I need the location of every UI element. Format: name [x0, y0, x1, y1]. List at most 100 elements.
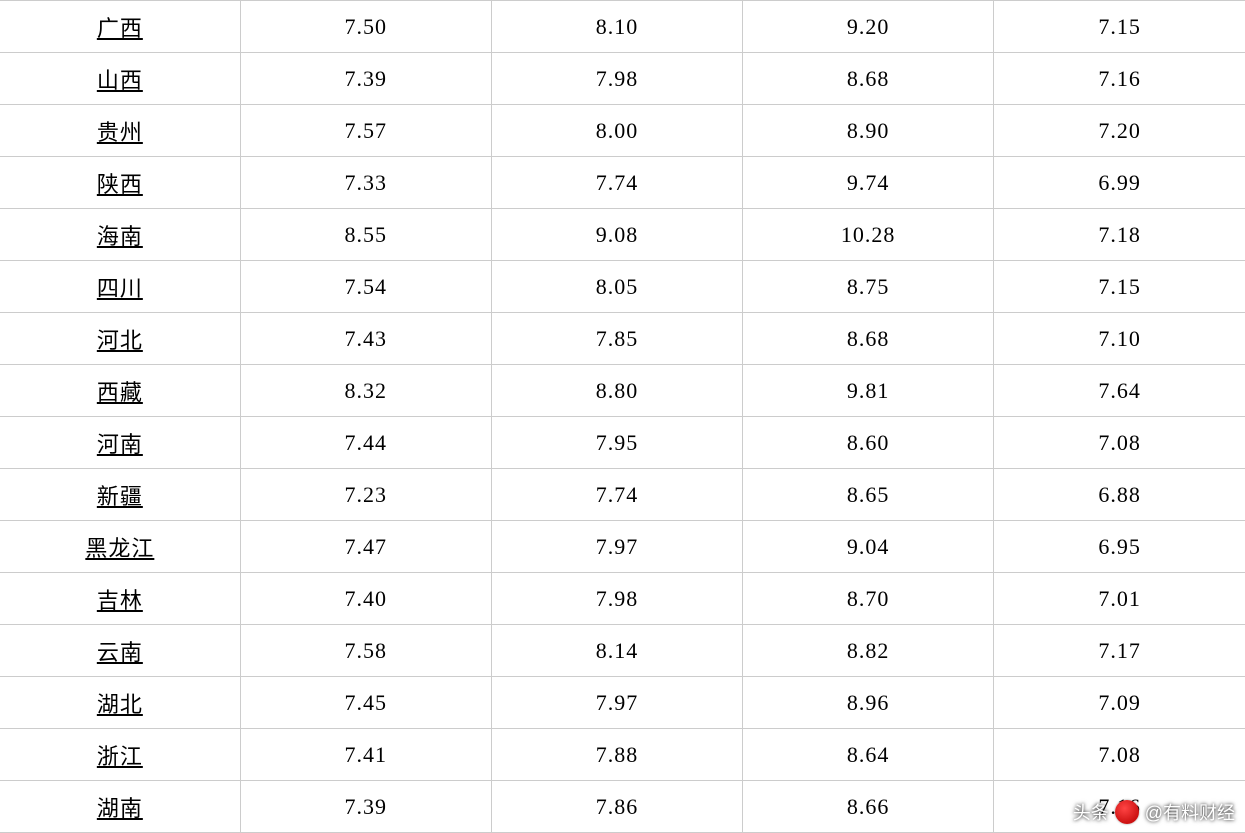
table-row: 陕西7.337.749.746.99	[0, 157, 1245, 209]
value-cell: 9.74	[743, 157, 994, 209]
region-cell: 湖北	[0, 677, 240, 729]
value-cell: 7.23	[240, 469, 491, 521]
region-link[interactable]: 贵州	[97, 120, 143, 145]
region-link[interactable]: 广西	[97, 16, 143, 41]
value-cell: 9.81	[743, 365, 994, 417]
value-cell: 7.97	[491, 677, 742, 729]
table-body: 广西7.508.109.207.15山西7.397.988.687.16贵州7.…	[0, 1, 1245, 833]
value-cell: 7.88	[491, 729, 742, 781]
watermark-text: @有料财经	[1145, 799, 1235, 825]
region-cell: 吉林	[0, 573, 240, 625]
value-cell: 7.18	[994, 209, 1245, 261]
region-link[interactable]: 湖北	[97, 692, 143, 717]
value-cell: 7.17	[994, 625, 1245, 677]
region-link[interactable]: 陕西	[97, 172, 143, 197]
region-link[interactable]: 西藏	[97, 380, 143, 405]
value-cell: 7.50	[240, 1, 491, 53]
value-cell: 7.45	[240, 677, 491, 729]
value-cell: 7.08	[994, 729, 1245, 781]
region-link[interactable]: 新疆	[97, 484, 143, 509]
value-cell: 7.39	[240, 781, 491, 833]
region-link[interactable]: 海南	[97, 224, 143, 249]
value-cell: 8.82	[743, 625, 994, 677]
value-cell: 7.85	[491, 313, 742, 365]
value-cell: 7.98	[491, 53, 742, 105]
value-cell: 8.00	[491, 105, 742, 157]
table-row: 河南7.447.958.607.08	[0, 417, 1245, 469]
region-link[interactable]: 湖南	[97, 796, 143, 821]
value-cell: 8.10	[491, 1, 742, 53]
value-cell: 7.08	[994, 417, 1245, 469]
value-cell: 8.65	[743, 469, 994, 521]
value-cell: 7.41	[240, 729, 491, 781]
region-link[interactable]: 吉林	[97, 588, 143, 613]
value-cell: 6.95	[994, 521, 1245, 573]
table-row: 浙江 7.417.888.647.08	[0, 729, 1245, 781]
value-cell: 7.95	[491, 417, 742, 469]
region-cell: 四川	[0, 261, 240, 313]
table-row: 西藏 8.328.809.817.64	[0, 365, 1245, 417]
value-cell: 7.20	[994, 105, 1245, 157]
value-cell: 8.68	[743, 53, 994, 105]
value-cell: 7.40	[240, 573, 491, 625]
value-cell: 7.74	[491, 469, 742, 521]
value-cell: 8.64	[743, 729, 994, 781]
data-table: 广西7.508.109.207.15山西7.397.988.687.16贵州7.…	[0, 0, 1245, 833]
value-cell: 7.44	[240, 417, 491, 469]
region-cell: 浙江	[0, 729, 240, 781]
value-cell: 8.90	[743, 105, 994, 157]
value-cell: 7.74	[491, 157, 742, 209]
value-cell: 7.98	[491, 573, 742, 625]
value-cell: 9.08	[491, 209, 742, 261]
region-link[interactable]: 四川	[97, 276, 143, 301]
value-cell: 7.10	[994, 313, 1245, 365]
region-cell: 贵州	[0, 105, 240, 157]
table-row: 湖北 7.457.978.967.09	[0, 677, 1245, 729]
table-row: 吉林 7.407.988.707.01	[0, 573, 1245, 625]
table-row: 黑龙江 7.477.979.046.95	[0, 521, 1245, 573]
region-cell: 海南	[0, 209, 240, 261]
value-cell: 7.64	[994, 365, 1245, 417]
region-link[interactable]: 河南	[97, 432, 143, 457]
value-cell: 8.68	[743, 313, 994, 365]
value-cell: 7.39	[240, 53, 491, 105]
value-cell: 8.32	[240, 365, 491, 417]
value-cell: 7.57	[240, 105, 491, 157]
value-cell: 9.20	[743, 1, 994, 53]
value-cell: 8.96	[743, 677, 994, 729]
value-cell: 7.47	[240, 521, 491, 573]
value-cell: 8.80	[491, 365, 742, 417]
region-cell: 山西	[0, 53, 240, 105]
region-cell: 云南	[0, 625, 240, 677]
value-cell: 9.04	[743, 521, 994, 573]
table-row: 湖南7.397.868.667.16	[0, 781, 1245, 833]
value-cell: 7.33	[240, 157, 491, 209]
table-row: 新疆7.237.748.656.88	[0, 469, 1245, 521]
watermark-logo-icon	[1115, 800, 1139, 824]
region-cell: 广西	[0, 1, 240, 53]
value-cell: 7.09	[994, 677, 1245, 729]
value-cell: 7.01	[994, 573, 1245, 625]
region-link[interactable]: 河北	[97, 328, 143, 353]
value-cell: 7.58	[240, 625, 491, 677]
table-row: 河北 7.437.858.687.10	[0, 313, 1245, 365]
table-row: 云南7.588.148.827.17	[0, 625, 1245, 677]
value-cell: 7.15	[994, 1, 1245, 53]
table-row: 山西7.397.988.687.16	[0, 53, 1245, 105]
value-cell: 7.97	[491, 521, 742, 573]
region-cell: 河北	[0, 313, 240, 365]
value-cell: 10.28	[743, 209, 994, 261]
region-link[interactable]: 黑龙江	[85, 536, 154, 561]
watermark: 头条 @有料财经	[1073, 799, 1235, 825]
value-cell: 7.86	[491, 781, 742, 833]
region-link[interactable]: 云南	[97, 640, 143, 665]
value-cell: 8.05	[491, 261, 742, 313]
value-cell: 7.43	[240, 313, 491, 365]
watermark-prefix: 头条	[1073, 799, 1109, 825]
region-cell: 新疆	[0, 469, 240, 521]
region-link[interactable]: 山西	[97, 68, 143, 93]
value-cell: 8.55	[240, 209, 491, 261]
table-row: 四川7.548.058.757.15	[0, 261, 1245, 313]
value-cell: 8.70	[743, 573, 994, 625]
region-link[interactable]: 浙江	[97, 744, 143, 769]
